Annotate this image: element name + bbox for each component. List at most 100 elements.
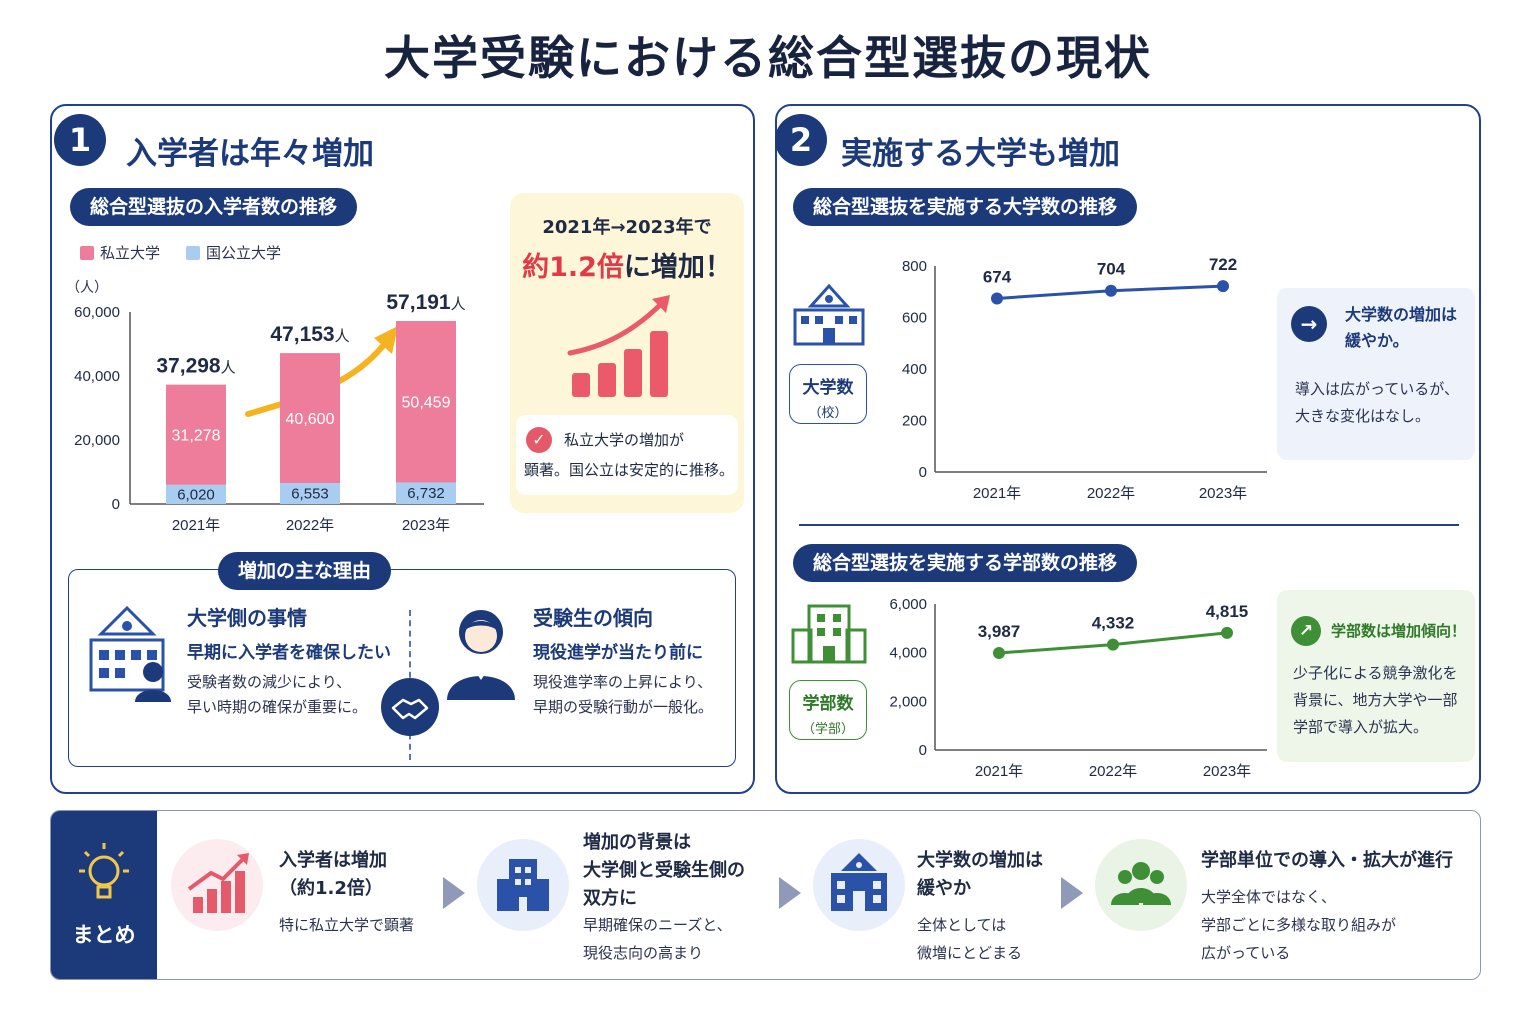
university-count-label: 大学数 （校） (789, 364, 867, 424)
reason-right-title: 受験生の傾向 (533, 606, 653, 630)
legend-swatch-private (80, 245, 94, 260)
summary-item-1-icon (171, 839, 263, 931)
bar-public-label: 6,020 (177, 486, 215, 503)
summary-item-4-text-line3: 広がっている (1201, 944, 1291, 962)
legend-public-label: 国公立大学 (206, 244, 282, 262)
summary-item-1-head-line1: 入学者は増加 (279, 850, 387, 871)
section-number-badge: 1 (54, 114, 106, 166)
y-tick-label: 600 (902, 310, 927, 327)
summary-item-3-text-line2: 微増にとどまる (917, 944, 1023, 962)
section-enrollment: 1 入学者は年々増加 総合型選抜の入学者数の推移 私立大学 国公立大学 （人） … (50, 104, 755, 794)
legend-swatch-public (186, 245, 200, 260)
y-tick-label: 20,000 (74, 432, 120, 449)
summary-item-2-head-line3: 双方に (583, 888, 637, 909)
faculty-chart-pill: 総合型選抜を実施する学部数の推移 (793, 544, 1138, 582)
summary-item-2-head: 増加の背景は 大学側と受験生側の 双方に (583, 829, 745, 913)
summary-item-3-text-line1: 全体としては (917, 916, 1007, 934)
university-count-label-main: 大学数 (802, 378, 854, 398)
university-info-text-line1: 導入は広がっているが、 (1295, 380, 1459, 398)
faculty-count-label-main: 学部数 (802, 694, 854, 714)
arrow-right-icon (443, 877, 465, 909)
university-info-head: 大学数の増加は 緩やか。 (1345, 302, 1457, 354)
summary-tag: まとめ (51, 811, 157, 979)
reason-left-subtitle: 早期に入学者を確保したい (187, 643, 391, 663)
data-point (993, 646, 1005, 659)
bar-total-label: 47,153人 (270, 323, 349, 346)
bar-private (166, 384, 226, 485)
summary-item-3-text: 全体としては 微増にとどまる (917, 911, 1022, 967)
y-tick-label: 60,000 (74, 304, 120, 321)
summary-item-2-head-line2: 大学側と受験生側の (583, 860, 745, 881)
faculty-info-box: ↗ 学部数は増加傾向！ 少子化による競争激化を 背景に、地方大学や一部 学部で導… (1277, 590, 1475, 762)
lightbulb-icon (79, 843, 129, 899)
summary-label: まとめ (72, 923, 136, 947)
section-institutions: 2 実施する大学も増加 総合型選抜を実施する大学数の推移 大学数 （校） 0 20… (775, 104, 1481, 794)
rising-chart-icon (187, 853, 249, 913)
bar-total-label: 57,191人 (386, 291, 465, 314)
summary-item-4-text: 大学全体ではなく、 学部ごとに多様な取り組みが 広がっている (1201, 883, 1396, 967)
x-tick-label: 2022年 (1087, 485, 1135, 502)
callout-note: ✓ 私立大学の増加が 顕著。国公立は安定的に推移。 (516, 415, 738, 495)
y-unit-label: （人） (66, 279, 108, 295)
page-title: 大学受験における総合型選抜の現状 (384, 31, 1152, 85)
data-point (1107, 638, 1119, 651)
summary-item-2-text-line2: 現役志向の高まり (583, 944, 704, 962)
faculty-line-chart: 0 2,000 4,000 6,000 3,987 2021年 4,332 2022年 4,81… (889, 596, 1267, 780)
reason-left-text: 受験者数の減少により、 早い時期の確保が重要に。 (187, 670, 367, 720)
callout-suffix: に増加！ (623, 252, 732, 283)
growth-arrow-head (374, 326, 398, 354)
x-tick-label: 2021年 (975, 763, 1023, 780)
faculty-info-text-line2: 背景に、地方大学や一部 (1293, 691, 1458, 709)
bar-public-label: 6,732 (407, 485, 445, 502)
bar-private-label: 31,278 (172, 428, 221, 445)
check-icon: ✓ (526, 427, 552, 453)
x-tick-label: 2022年 (1089, 763, 1137, 780)
data-label: 4,332 (1092, 614, 1135, 633)
x-tick-label: 2023年 (402, 517, 450, 534)
university-building-icon (831, 853, 887, 911)
arrow-right-icon (1061, 877, 1083, 909)
summary-item-4-icon (1095, 839, 1187, 931)
student-icon (447, 610, 515, 700)
faculty-info-text-line3: 学部で導入が拡大。 (1293, 718, 1429, 736)
rising-chart-icon (567, 295, 670, 397)
bar-total-label: 37,298人 (156, 355, 235, 378)
summary-bar: まとめ 入学者は増加 （約1.2倍） 特に私立大学で顕著 増加の (50, 810, 1481, 980)
school-building-icon (89, 605, 171, 702)
reason-right-text-line2: 早期の受験行動が一般化。 (533, 698, 714, 716)
section-heading: 入学者は年々増加 (126, 136, 374, 172)
summary-item-4-text-line1: 大学全体ではなく、 (1201, 888, 1337, 906)
people-icon (1111, 862, 1171, 905)
reason-right-subtitle: 現役進学が当たり前に (533, 643, 703, 663)
university-info-text-line2: 大きな変化はなし。 (1295, 407, 1431, 425)
y-tick-label: 4,000 (889, 645, 927, 662)
legend-private: 私立大学 (80, 242, 160, 263)
summary-item-3-head-line1: 大学数の増加は (917, 850, 1043, 871)
reasons-box: 大学側の事情 早期に入学者を確保したい 受験者数の減少により、 早い時期の確保が… (68, 569, 736, 767)
callout-multiplier: 1.2倍 (549, 252, 624, 283)
faculty-info-head: 学部数は増加傾向！ (1331, 622, 1467, 640)
school-building-icon (497, 859, 549, 911)
reason-left-text-line1: 受験者数の減少により、 (187, 673, 352, 691)
y-tick-label: 400 (902, 361, 927, 378)
section-divider (799, 524, 1459, 526)
reason-right-text: 現役進学率の上昇により、 早期の受験行動が一般化。 (533, 670, 713, 720)
summary-item-4-text-line2: 学部ごとに多様な取り組みが (1201, 916, 1397, 934)
y-tick-label: 0 (919, 464, 927, 481)
arrow-right-icon (779, 877, 801, 909)
y-tick-label: 0 (112, 496, 120, 513)
x-tick-label: 2023年 (1199, 485, 1247, 502)
y-tick-label: 800 (902, 258, 927, 275)
callout-note-line2: 顕著。国公立は安定的に推移。 (524, 461, 735, 479)
bar-public (166, 484, 226, 504)
y-tick-label: 0 (919, 742, 927, 759)
data-point (1221, 626, 1233, 639)
x-tick-label: 2023年 (1203, 763, 1251, 780)
data-label: 704 (1097, 260, 1126, 279)
university-info-head-line2: 緩やか。 (1345, 331, 1409, 350)
summary-item-3-head: 大学数の増加は 緩やか (917, 847, 1043, 903)
faculty-info-text: 少子化による競争激化を 背景に、地方大学や一部 学部で導入が拡大。 (1293, 660, 1458, 741)
faculty-info-text-line1: 少子化による競争激化を (1293, 664, 1458, 682)
handshake-icon (381, 678, 439, 736)
x-tick-label: 2021年 (172, 517, 220, 534)
